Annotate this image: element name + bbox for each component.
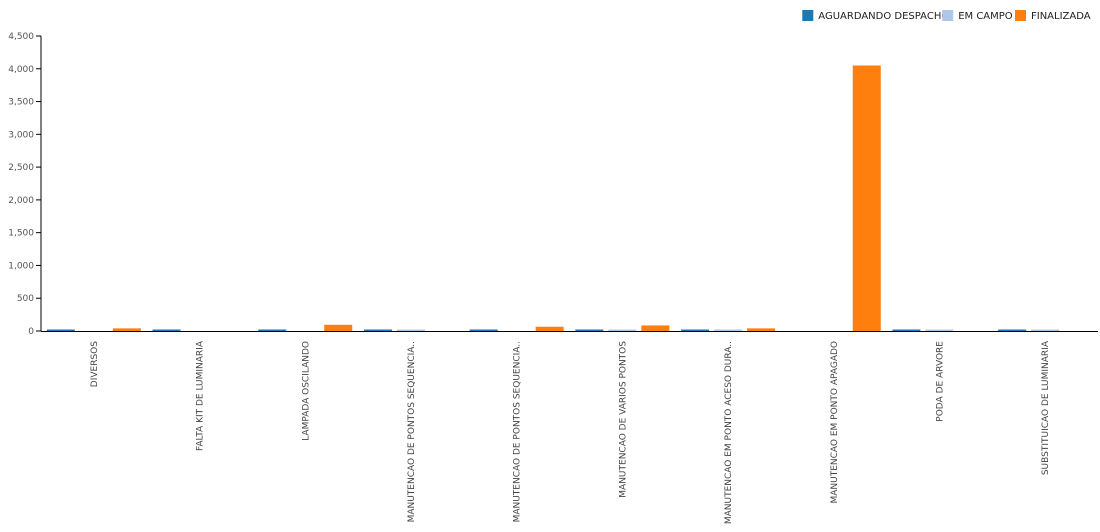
y-tick-label: 4,000	[8, 65, 34, 75]
y-tick-label: 2,000	[8, 196, 34, 206]
x-tick-label: FALTA KIT DE LUMINARIA	[196, 340, 206, 451]
bars	[46, 65, 1060, 332]
y-tick-label: 1,500	[8, 229, 34, 239]
bar-aguardando-despacho[interactable]	[892, 329, 921, 332]
legend-label[interactable]: FINALIZADA	[1031, 11, 1091, 22]
bar-em-campo[interactable]	[396, 329, 425, 332]
y-tick-label: 0	[28, 327, 34, 337]
bar-aguardando-despacho[interactable]	[363, 329, 392, 332]
x-axis: DIVERSOS FALTA KIT DE LUMINARIA LAMPADA OS…	[41, 331, 1098, 524]
bar-aguardando-despacho[interactable]	[575, 329, 604, 332]
y-tick-label: 1,000	[8, 261, 34, 271]
bar-finalizada[interactable]	[641, 325, 670, 331]
bar-aguardando-despacho[interactable]	[152, 329, 181, 332]
bar-aguardando-despacho[interactable]	[46, 329, 75, 332]
legend-swatch[interactable]	[1015, 10, 1026, 21]
bar-finalizada[interactable]	[535, 326, 564, 331]
bar-em-campo[interactable]	[608, 329, 637, 332]
y-axis: 0 500 1,000 1,500 2,000 2,500 3,000 3,500 4,000 4…	[8, 32, 42, 337]
legend: AGUARDANDO DESPACHO EM CAMPO FINALIZADA	[802, 10, 1091, 22]
bar-finalizada[interactable]	[747, 328, 776, 331]
legend-label[interactable]: EM CAMPO	[958, 11, 1013, 22]
bar-finalizada[interactable]	[324, 324, 353, 331]
bar-finalizada[interactable]	[852, 65, 881, 332]
y-tick-label: 500	[17, 294, 34, 304]
x-tick-label: MANUTENCAO DE PONTOS SEQUENCIA..	[407, 341, 417, 522]
x-tick-label: MANUTENCAO EM PONTO APAGADO	[830, 341, 840, 504]
x-tick-label: MANUTENCAO DE VARIOS PONTOS	[618, 341, 628, 498]
x-tick-label: MANUTENCAO EM PONTO ACESO DURA..	[724, 341, 734, 524]
bar-finalizada[interactable]	[112, 328, 141, 331]
x-tick-label: MANUTENCAO DE PONTOS SEQUENCIA..	[513, 341, 523, 522]
y-tick-label: 3,000	[8, 130, 34, 140]
legend-label[interactable]: AGUARDANDO DESPACHO	[818, 11, 949, 22]
x-tick-label: LAMPADA OSCILANDO	[301, 341, 311, 441]
x-tick-label: DIVERSOS	[90, 341, 100, 387]
bar-em-campo[interactable]	[1031, 329, 1060, 332]
bar-aguardando-despacho[interactable]	[681, 329, 710, 332]
legend-swatch[interactable]	[942, 10, 954, 21]
bar-aguardando-despacho[interactable]	[469, 329, 498, 332]
legend-swatch[interactable]	[802, 10, 814, 21]
y-tick-label: 3,500	[8, 98, 34, 108]
y-tick-label: 4,500	[8, 32, 34, 42]
bar-aguardando-despacho[interactable]	[258, 329, 287, 332]
bar-em-campo[interactable]	[714, 329, 743, 332]
x-tick-label: PODA DE ARVORE	[935, 341, 945, 422]
x-tick-label: SUBSTITUICAO DE LUMINARIA	[1041, 340, 1051, 475]
y-tick-label: 2,500	[8, 163, 34, 173]
bar-em-campo[interactable]	[925, 329, 954, 332]
bar-aguardando-despacho[interactable]	[998, 329, 1027, 332]
